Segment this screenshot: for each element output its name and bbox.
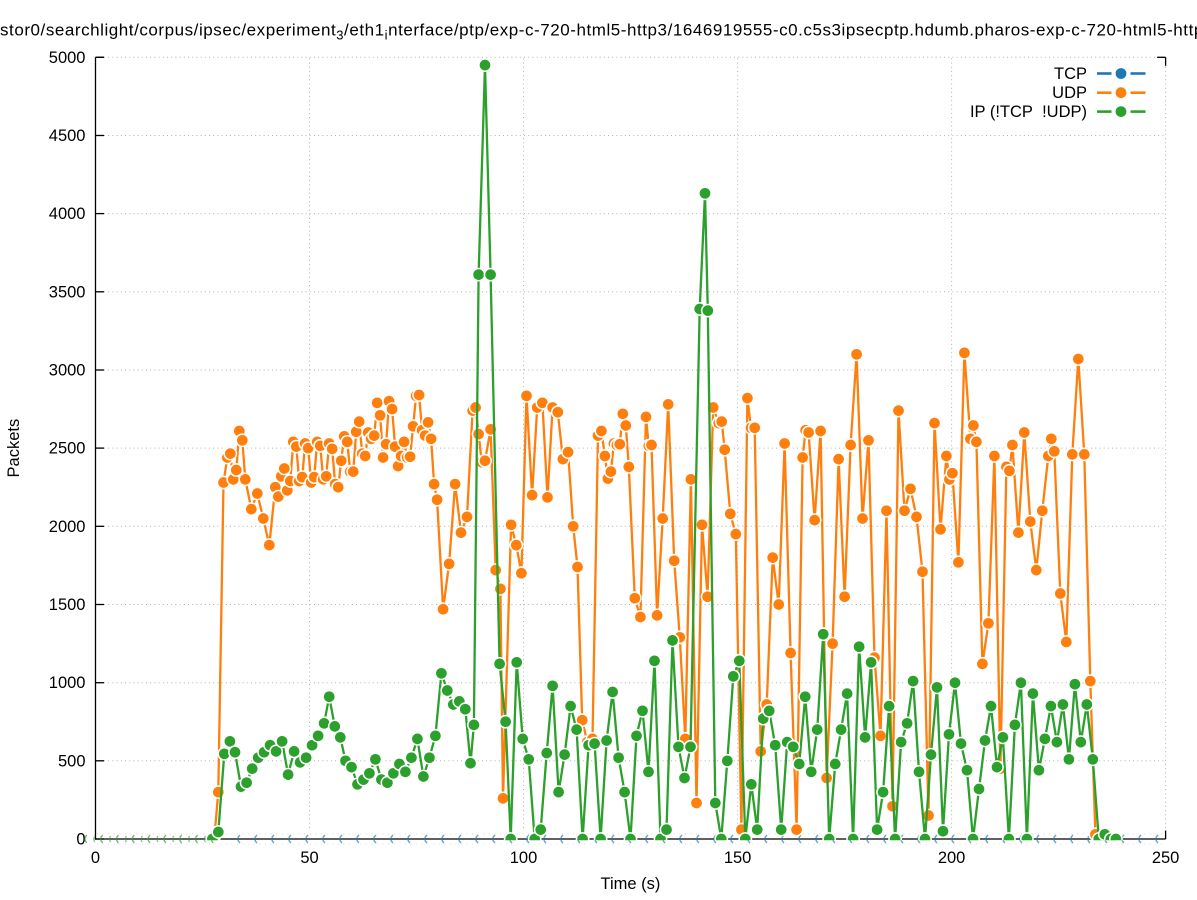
svg-text:0: 0 (91, 849, 100, 867)
svg-text:5000: 5000 (49, 49, 86, 67)
svg-text:100: 100 (510, 849, 538, 867)
svg-text:1500: 1500 (49, 596, 86, 614)
svg-text:Time (s): Time (s) (601, 875, 661, 893)
svg-text:150: 150 (724, 849, 752, 867)
svg-text:4000: 4000 (49, 205, 86, 223)
svg-text:UDP: UDP (1052, 84, 1087, 102)
svg-text:2000: 2000 (49, 518, 86, 536)
svg-text:500: 500 (58, 752, 86, 770)
svg-text:3500: 3500 (49, 283, 86, 301)
svg-text:200: 200 (938, 849, 966, 867)
svg-text:Packets: Packets (5, 419, 23, 478)
svg-text:50: 50 (300, 849, 318, 867)
svg-text:250: 250 (1152, 849, 1180, 867)
svg-text:2500: 2500 (49, 440, 86, 458)
svg-text:3000: 3000 (49, 362, 86, 380)
svg-text:IP (!TCP !UDP): IP (!TCP !UDP) (970, 103, 1087, 121)
svg-text:TCP: TCP (1054, 65, 1087, 83)
svg-text:4500: 4500 (49, 127, 86, 145)
svg-text:stor0/searchlight/corpus/ipsec: stor0/searchlight/corpus/ipsec/experimen… (0, 21, 1197, 43)
svg-text:0: 0 (76, 831, 85, 849)
svg-text:1000: 1000 (49, 674, 86, 692)
